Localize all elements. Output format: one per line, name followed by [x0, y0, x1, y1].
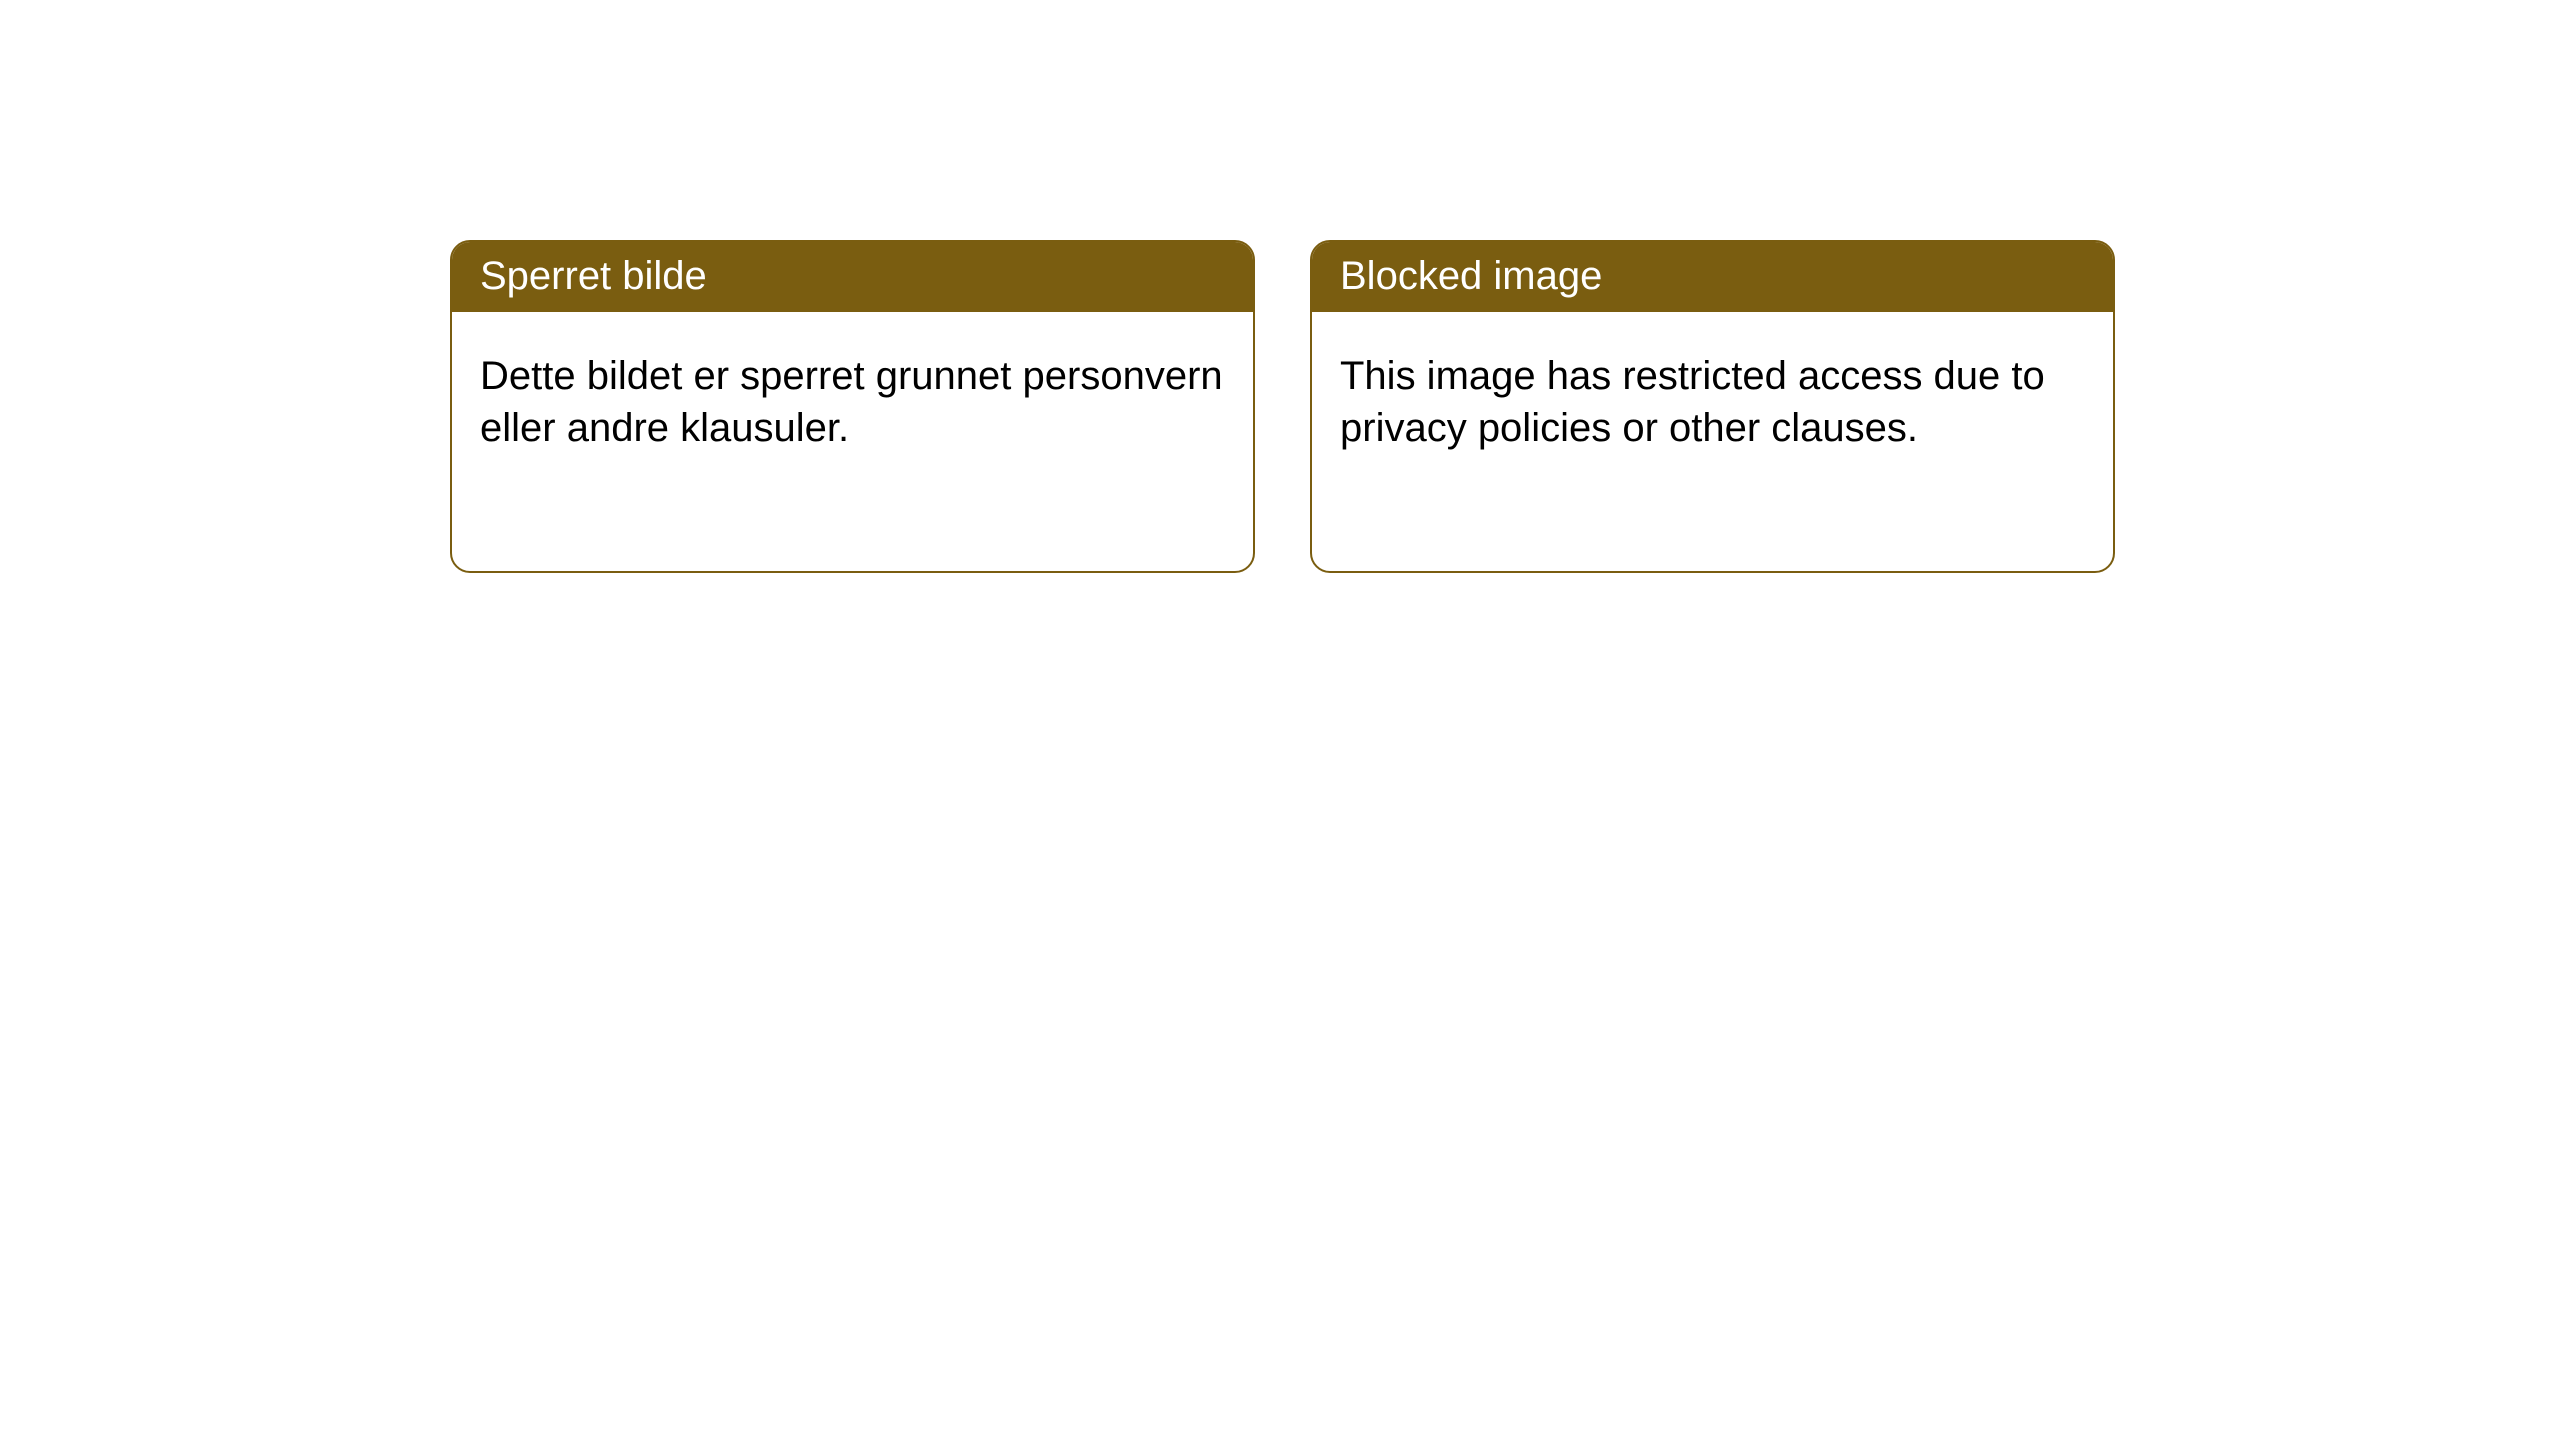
card-title: Sperret bilde: [480, 254, 707, 298]
card-header: Blocked image: [1312, 242, 2113, 312]
card-body-text: Dette bildet er sperret grunnet personve…: [480, 354, 1223, 450]
blocked-image-card-no: Sperret bilde Dette bildet er sperret gr…: [450, 240, 1255, 573]
card-header: Sperret bilde: [452, 242, 1253, 312]
card-container: Sperret bilde Dette bildet er sperret gr…: [0, 0, 2560, 573]
card-body: Dette bildet er sperret grunnet personve…: [452, 312, 1253, 482]
blocked-image-card-en: Blocked image This image has restricted …: [1310, 240, 2115, 573]
card-body: This image has restricted access due to …: [1312, 312, 2113, 482]
card-title: Blocked image: [1340, 254, 1602, 298]
card-body-text: This image has restricted access due to …: [1340, 354, 2045, 450]
